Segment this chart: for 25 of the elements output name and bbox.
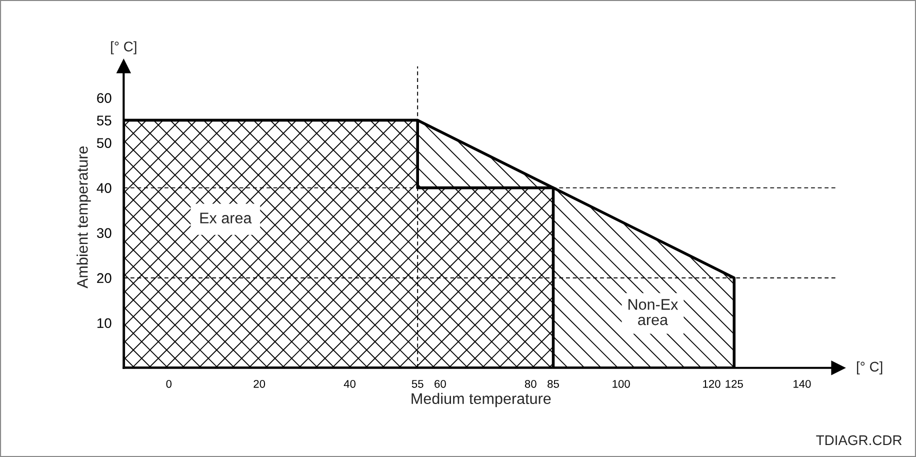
y-axis-title: Ambient temperature: [76, 146, 91, 288]
x-tick-label: 0: [166, 380, 172, 388]
y-tick-label: 10: [97, 318, 112, 328]
x-tick-label: 85: [548, 380, 559, 388]
y-tick-label: 55: [96, 116, 112, 126]
y-tick-label: 60: [97, 93, 112, 103]
x-tick-label: 55: [412, 380, 424, 388]
text: [° C]: [111, 41, 136, 54]
x-tick-label: 100: [612, 380, 630, 388]
x-tick-label: 80: [524, 380, 536, 388]
x-tick-label: 20: [254, 380, 266, 388]
series-label: Non-Ex area: [628, 299, 678, 326]
y-tick-label: 30: [96, 228, 112, 238]
y-tick-label: 40: [96, 183, 112, 193]
x-tick-label: 40: [344, 380, 356, 388]
y-tick-label: 20: [97, 273, 112, 284]
text: [° C]: [856, 361, 882, 374]
text: TDIAGR.CDR: [816, 435, 902, 446]
x-tick-label: 125: [726, 380, 743, 388]
x-tick-label: 120: [703, 380, 720, 388]
y-tick-label: 50: [96, 138, 112, 148]
series-label: Ex area: [200, 212, 252, 224]
x-tick-label: 60: [434, 380, 446, 388]
x-axis-title: Medium temperature: [412, 392, 551, 408]
x-tick-label: 140: [794, 380, 811, 388]
